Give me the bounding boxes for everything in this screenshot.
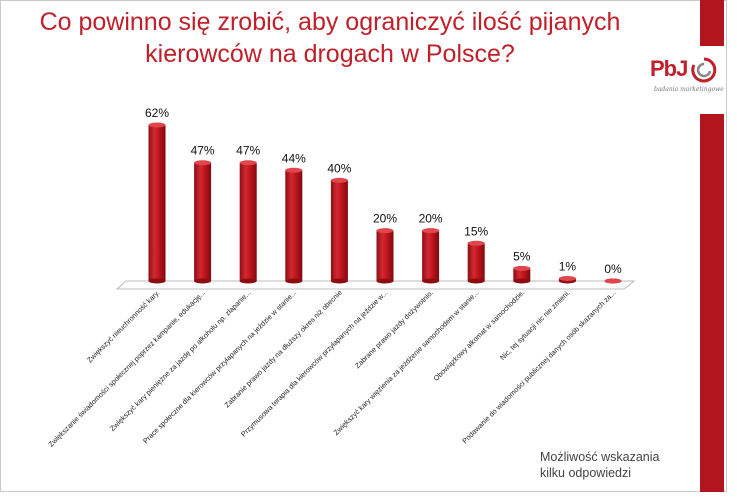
chart-title-line-2: kierowców na drogach w Polsce? [145, 40, 515, 68]
category-label-2: Zwiększanie świadomości społecznej poprz… [46, 288, 207, 449]
logo-swirl-icon [691, 57, 717, 83]
accent-bar-bottom [700, 114, 724, 492]
value-label-11: 0% [604, 262, 622, 276]
chart-floor [115, 280, 636, 290]
bar-4 [285, 167, 303, 284]
value-label-2: 47% [191, 144, 215, 158]
company-logo: PbJ badania marketingowe [650, 56, 724, 106]
logo-text: PbJ [650, 56, 688, 81]
category-label-11: Podawanie do wiadomości publicznej danyc… [460, 288, 617, 445]
logo-tagline: badania marketingowe [654, 86, 724, 93]
value-label-10: 1% [559, 259, 577, 273]
bar-3 [239, 160, 257, 284]
category-label-4: Prace społeczne dla kierowców przyłapany… [141, 288, 298, 445]
chart-title: Co powinno się zrobić, aby ograniczyć il… [20, 6, 640, 70]
value-label-5: 40% [327, 161, 351, 175]
category-label-7: Zabrane prawo jazdy dożywotnio. [353, 288, 435, 370]
value-label-8: 15% [464, 224, 488, 238]
value-label-9: 5% [513, 249, 531, 263]
bar-11 [604, 278, 622, 284]
bar-9 [513, 265, 531, 284]
bar-7 [422, 228, 440, 284]
value-label-7: 20% [419, 212, 443, 226]
bar-5 [330, 177, 348, 284]
value-labels-layer: 62% 47% 47% 44% 40% 20% 20% 15% 5% 1% 0% [145, 106, 622, 276]
category-label-1: Zwiększyć nieuchronność kary. [85, 288, 161, 364]
footnote-line-1: Możliwość wskazania [540, 450, 660, 464]
accent-bar-top [700, 0, 724, 46]
footnote: Możliwość wskazania kilku odpowiedzi [540, 449, 710, 481]
value-label-1: 62% [145, 106, 169, 120]
category-label-9: Obowiązkowy alkomat w samochodzie. [431, 288, 526, 383]
footnote-line-2: kilku odpowiedzi [540, 466, 632, 480]
bar-1 [148, 122, 166, 284]
chart-title-line-1: Co powinno się zrobić, aby ograniczyć il… [39, 8, 621, 36]
bar-8 [467, 240, 485, 284]
bar-6 [376, 228, 394, 284]
bar-10 [558, 275, 576, 284]
category-labels-layer: Zwiększyć nieuchronność kary.Zwiększanie… [46, 288, 617, 449]
value-label-3: 47% [236, 144, 260, 158]
value-label-6: 20% [373, 212, 397, 226]
bars-layer [148, 122, 622, 284]
value-label-4: 44% [282, 151, 306, 165]
bar-2 [194, 160, 212, 284]
slide-frame [0, 0, 727, 492]
